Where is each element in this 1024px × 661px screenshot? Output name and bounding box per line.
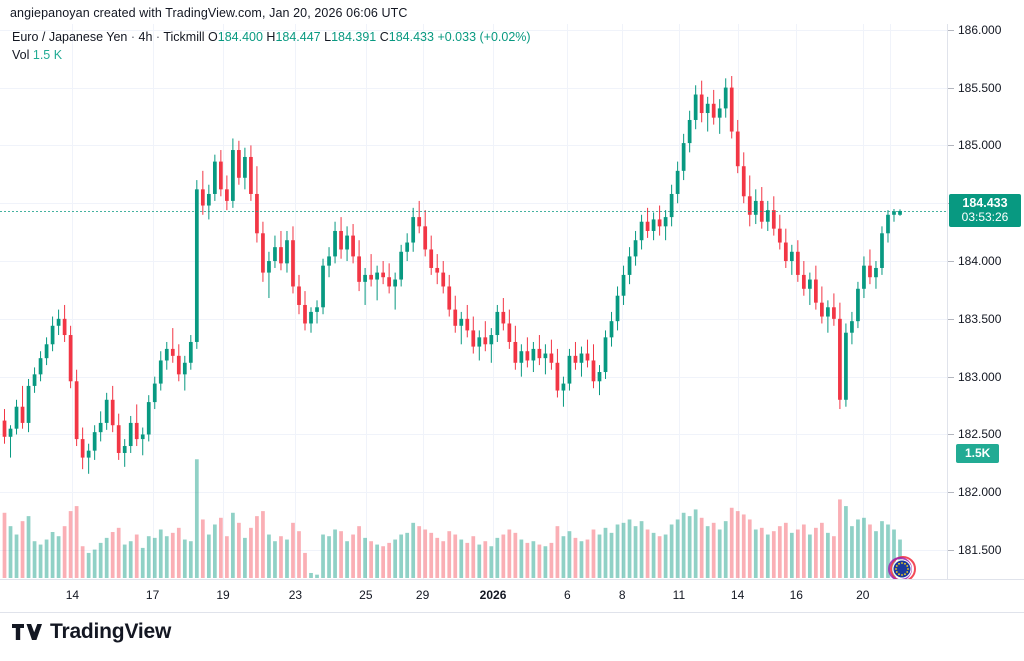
attribution-text: angiepanoyan created with TradingView.co… xyxy=(10,6,408,20)
time-tick-label: 29 xyxy=(415,588,430,602)
eu-flag-circle xyxy=(892,559,912,579)
chart-plot-area[interactable]: Euro / Japanese Yen · 4h · Tickmill O184… xyxy=(0,24,947,579)
price-tick-dash xyxy=(948,550,954,551)
volume-scale-badge: 1.5K xyxy=(956,443,1000,463)
price-tick-label: 184.000 xyxy=(958,254,1002,269)
price-tick-dash xyxy=(948,145,954,146)
bar-countdown-value: 03:53:26 xyxy=(961,209,1009,224)
time-tick-label: 25 xyxy=(359,588,373,602)
time-tick-label: 8 xyxy=(618,588,626,602)
footer-branding: TradingView xyxy=(12,620,171,644)
time-tick-label: 11 xyxy=(672,588,686,602)
time-scale[interactable]: 14 17 19 23 25 29 2026 6 8 11 14 16 20 xyxy=(0,579,1024,613)
current-price-badge: 184.433 03:53:26 xyxy=(949,193,1021,227)
price-tick-label: 185.000 xyxy=(958,138,1002,153)
price-tick-label: 186.000 xyxy=(958,22,1002,37)
tradingview-wordmark: TradingView xyxy=(50,620,172,643)
time-tick-label: 17 xyxy=(145,588,160,602)
price-tick-label: 183.500 xyxy=(958,311,1002,326)
price-tick-dash xyxy=(948,30,954,31)
candlestick-series[interactable] xyxy=(0,24,947,579)
price-tick-dash xyxy=(948,261,954,262)
price-tick-label: 183.000 xyxy=(958,369,1002,384)
time-tick-label: 20 xyxy=(856,588,870,602)
chart-container[interactable]: Euro / Japanese Yen · 4h · Tickmill O184… xyxy=(0,22,1024,579)
chart-gridlines xyxy=(0,24,947,579)
price-tick-label: 185.500 xyxy=(958,80,1002,95)
current-price-value: 184.433 xyxy=(962,195,1008,210)
time-tick-label: 14 xyxy=(65,588,80,602)
price-tick-label: 182.500 xyxy=(958,427,1002,442)
price-tick-dash xyxy=(948,434,954,435)
price-tick-dash xyxy=(948,492,954,493)
price-tick-label: 182.000 xyxy=(958,485,1002,500)
eu-stars xyxy=(895,562,909,576)
price-tick-label: 181.500 xyxy=(958,543,1002,558)
price-tick-dash xyxy=(948,319,954,320)
time-tick-label: 14 xyxy=(730,588,745,602)
time-tick-label: 16 xyxy=(789,588,803,602)
time-tick-label: 6 xyxy=(564,588,571,602)
price-tick-dash xyxy=(948,377,954,378)
eur-flag-marker[interactable] xyxy=(887,554,917,579)
price-scale[interactable]: 184.433 03:53:26 1.5K 186.000 185.500 185.… xyxy=(947,22,1024,579)
marker-outer-ring xyxy=(890,556,916,579)
time-tick-label: 23 xyxy=(288,588,303,602)
price-tick-dash xyxy=(948,88,954,89)
time-tick-label: 19 xyxy=(216,588,230,602)
tradingview-logo-icon xyxy=(12,624,42,640)
time-tick-label: 2026 xyxy=(479,588,507,602)
